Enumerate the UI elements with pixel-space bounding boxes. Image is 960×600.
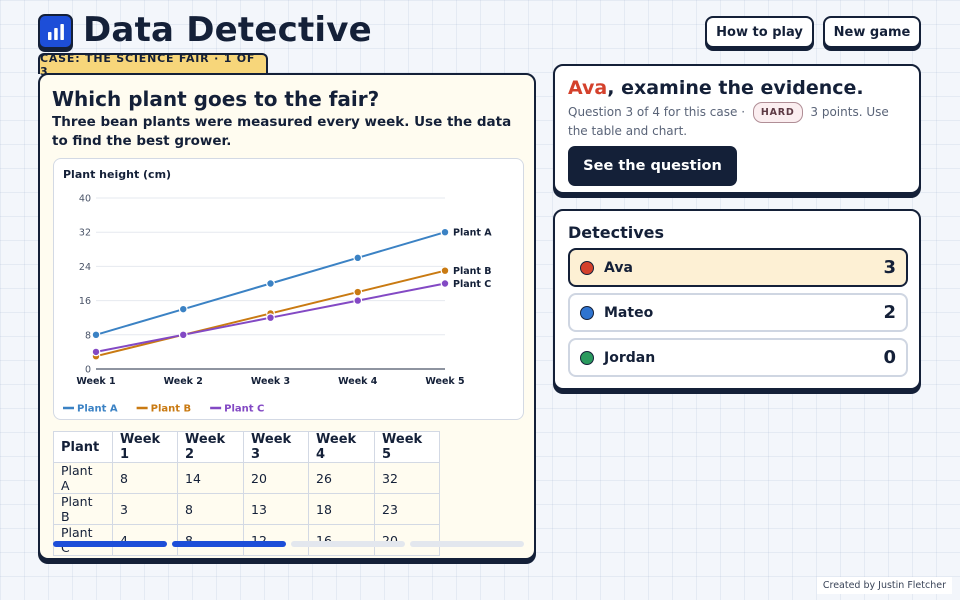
detectives-card: Detectives Ava 3 Mateo 2 Jordan 0 (553, 209, 921, 390)
line-chart: Plant height (cm) 0 8 16 24 32 40 Week 1 Week 2 W… (63, 168, 492, 415)
table-cell: 3 (112, 493, 178, 525)
table-header: Week 3 (243, 431, 309, 463)
y-tick-label: 24 (79, 262, 91, 273)
series-end-label: Plant B (453, 266, 491, 277)
player-name: Jordan (604, 349, 656, 366)
points-info: 3 points. Use the table and chart. (568, 105, 889, 138)
chart-panel: Plant height (cm) 0 8 16 24 32 40 Week 1 Week 2 W… (53, 158, 524, 420)
data-point (266, 279, 275, 288)
new-game-button[interactable]: New game (823, 16, 921, 48)
how-to-play-button[interactable]: How to play (705, 16, 814, 48)
y-tick-label: 8 (85, 330, 91, 341)
table-row: Plant A 8 14 20 26 32 (53, 462, 440, 494)
table-cell: Plant B (53, 493, 113, 525)
detectives-title: Detectives (568, 223, 665, 242)
x-tick-label: Week 4 (338, 376, 378, 387)
data-point (440, 266, 450, 276)
data-point (440, 279, 450, 288)
table-cell: 12 (243, 524, 309, 556)
turn-prompt: , examine the evidence. (607, 77, 864, 99)
data-point (353, 253, 363, 263)
y-tick-label: 40 (79, 194, 91, 205)
question-title: Which plant goes to the fair? (52, 87, 380, 111)
series-end-label: Plant A (453, 228, 492, 239)
x-tick-label: Week 3 (251, 376, 290, 387)
table-cell: 8 (177, 493, 244, 525)
y-tick-label: 16 (79, 296, 91, 307)
x-tick-label: Week 1 (76, 376, 115, 387)
x-tick-label: Week 5 (425, 376, 464, 387)
table-cell: 4 (112, 524, 178, 556)
table-cell: 8 (177, 524, 244, 556)
table-header: Week 2 (177, 431, 244, 463)
question-description: Three bean plants were measured every we… (52, 114, 512, 149)
table-cell: 8 (112, 462, 178, 494)
legend-label: Plant C (224, 404, 264, 415)
player-row-mateo: Mateo 2 (568, 293, 908, 332)
legend-label: Plant A (77, 404, 118, 415)
see-question-button[interactable]: See the question (568, 146, 737, 186)
series-end-label: Plant C (453, 279, 491, 290)
app-title: Data Detective (83, 10, 372, 50)
data-point (91, 330, 101, 340)
difficulty-badge: HARD (752, 102, 803, 123)
player-score: 2 (883, 302, 896, 323)
progress-segment (172, 541, 286, 547)
table-cell: 14 (177, 462, 244, 494)
player-score: 0 (883, 347, 896, 368)
turn-heading: Ava, examine the evidence. (568, 77, 864, 99)
data-table: Plant Week 1 Week 2 Week 3 Week 4 Week 5… (53, 431, 440, 556)
y-tick-label: 32 (79, 228, 91, 239)
turn-card: Ava, examine the evidence. Question 3 of… (553, 64, 921, 194)
table-cell: 26 (308, 462, 375, 494)
table-cell: 32 (374, 462, 440, 494)
current-player-name: Ava (568, 77, 608, 99)
progress-segment (53, 541, 167, 547)
chart-title: Plant height (cm) (63, 168, 171, 181)
data-point (91, 347, 101, 357)
table-cell: 13 (243, 493, 309, 525)
table-cell: 20 (374, 524, 440, 556)
legend-label: Plant B (151, 404, 192, 415)
table-header: Week 4 (308, 431, 375, 463)
bar-chart-icon (47, 23, 64, 40)
player-score: 3 (883, 257, 896, 278)
progress-segment (410, 541, 524, 547)
player-row-ava: Ava 3 (568, 248, 908, 287)
table-cell: Plant C (53, 524, 113, 556)
player-name: Ava (604, 259, 633, 276)
question-count: Question 3 of 4 for this case · (568, 105, 746, 119)
credit-text: Created by Justin Fletcher (816, 577, 952, 594)
table-cell: 20 (243, 462, 309, 494)
data-point (266, 313, 275, 323)
data-point (353, 296, 363, 306)
table-cell: 23 (374, 493, 440, 525)
turn-details: Question 3 of 4 for this case · HARD 3 p… (568, 102, 908, 140)
table-row: Plant B 3 8 13 18 23 (53, 493, 440, 525)
player-color-dot (580, 305, 594, 320)
question-progress (53, 541, 524, 547)
player-color-dot (580, 260, 594, 275)
data-point (353, 287, 363, 297)
table-cell: Plant A (53, 462, 113, 494)
player-color-dot (580, 350, 594, 365)
progress-segment (291, 541, 405, 547)
data-point (440, 227, 450, 237)
data-point (178, 304, 188, 314)
table-cell: 16 (308, 524, 375, 556)
table-header: Plant (53, 431, 113, 463)
app-logo (38, 14, 73, 49)
table-header: Week 1 (112, 431, 178, 463)
table-row: Plant C 4 8 12 16 20 (53, 524, 440, 556)
y-tick-label: 0 (85, 365, 91, 376)
case-tab: CASE: THE SCIENCE FAIR · 1 OF 3 (38, 52, 268, 78)
table-header-row: Plant Week 1 Week 2 Week 3 Week 4 Week 5 (53, 431, 440, 463)
table-header: Week 5 (374, 431, 440, 463)
player-name: Mateo (604, 304, 654, 321)
table-cell: 18 (308, 493, 375, 525)
data-point (178, 330, 188, 340)
evidence-card: Which plant goes to the fair? Three bean… (38, 73, 536, 560)
x-tick-label: Week 2 (164, 376, 203, 387)
player-row-jordan: Jordan 0 (568, 338, 908, 377)
